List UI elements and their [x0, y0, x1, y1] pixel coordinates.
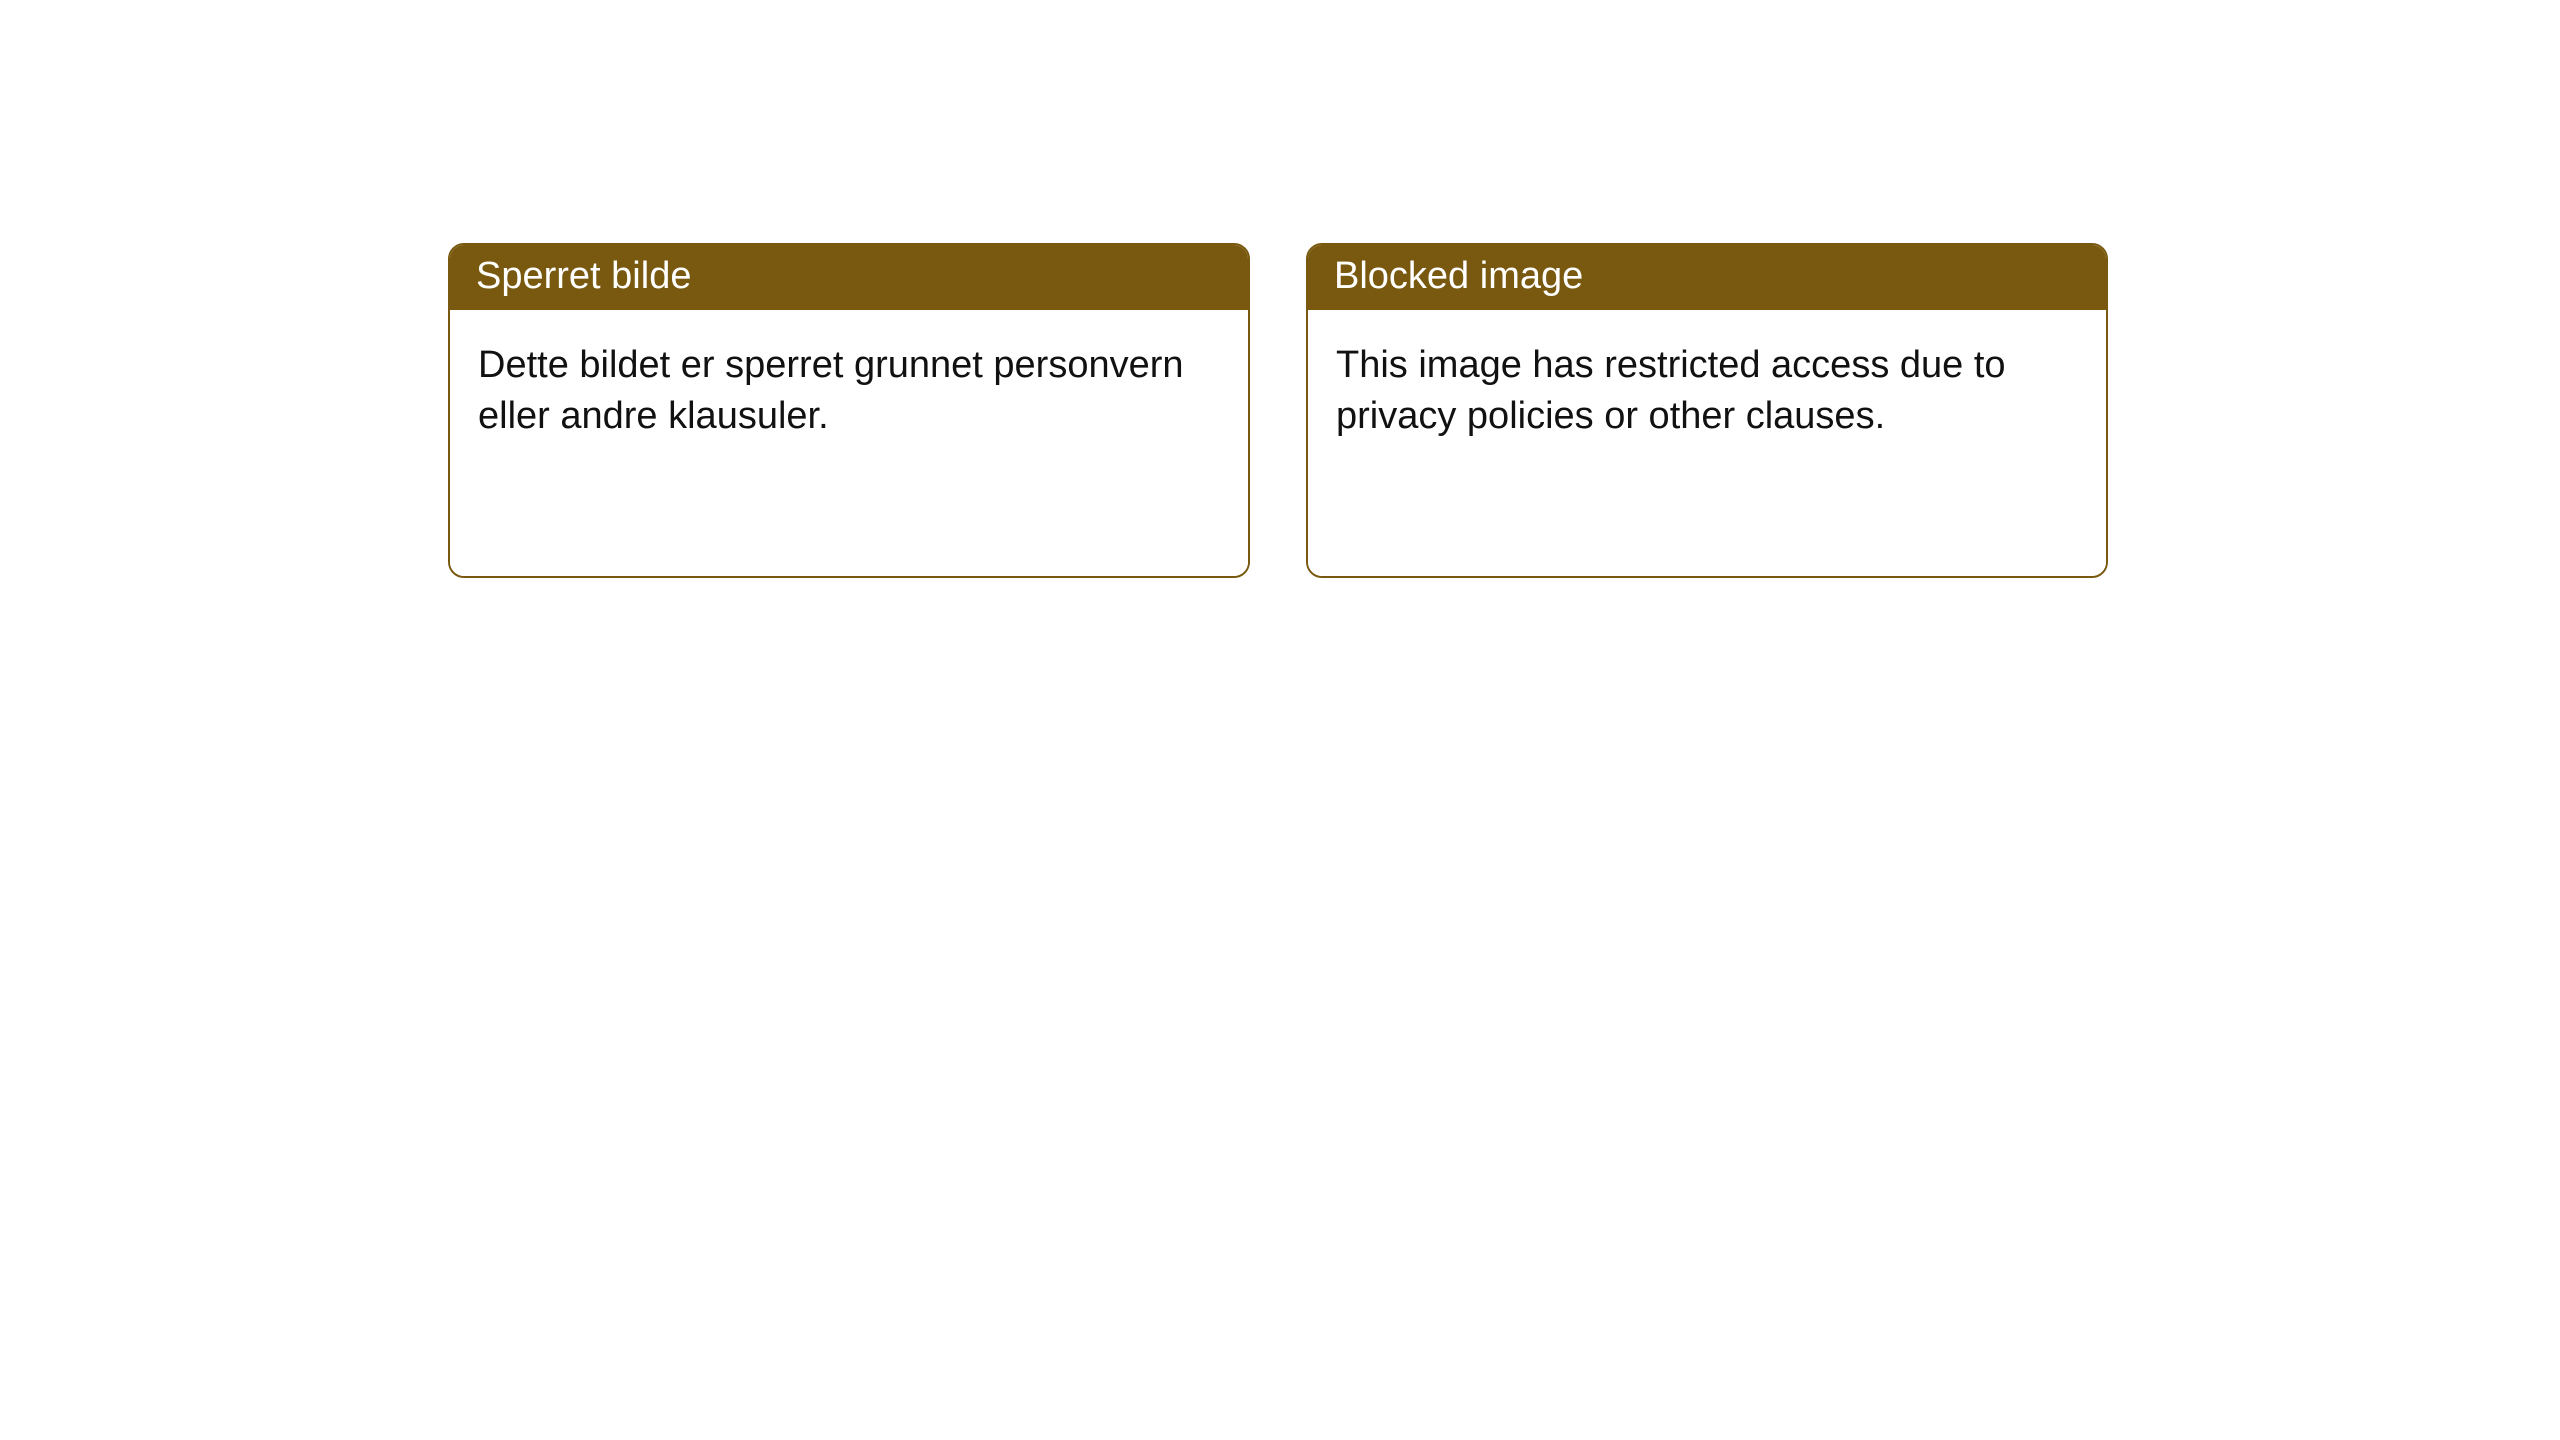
card-body: This image has restricted access due to … [1308, 310, 2106, 576]
card-body: Dette bildet er sperret grunnet personve… [450, 310, 1248, 576]
notice-card-english: Blocked image This image has restricted … [1306, 243, 2108, 578]
card-header: Blocked image [1308, 245, 2106, 310]
card-title: Sperret bilde [476, 255, 691, 297]
card-title: Blocked image [1334, 255, 1583, 297]
card-body-text: Dette bildet er sperret grunnet personve… [478, 344, 1184, 437]
card-header: Sperret bilde [450, 245, 1248, 310]
notice-cards-row: Sperret bilde Dette bildet er sperret gr… [448, 243, 2108, 578]
notice-card-norwegian: Sperret bilde Dette bildet er sperret gr… [448, 243, 1250, 578]
card-body-text: This image has restricted access due to … [1336, 344, 2006, 437]
page-root: Sperret bilde Dette bildet er sperret gr… [0, 0, 2560, 1440]
